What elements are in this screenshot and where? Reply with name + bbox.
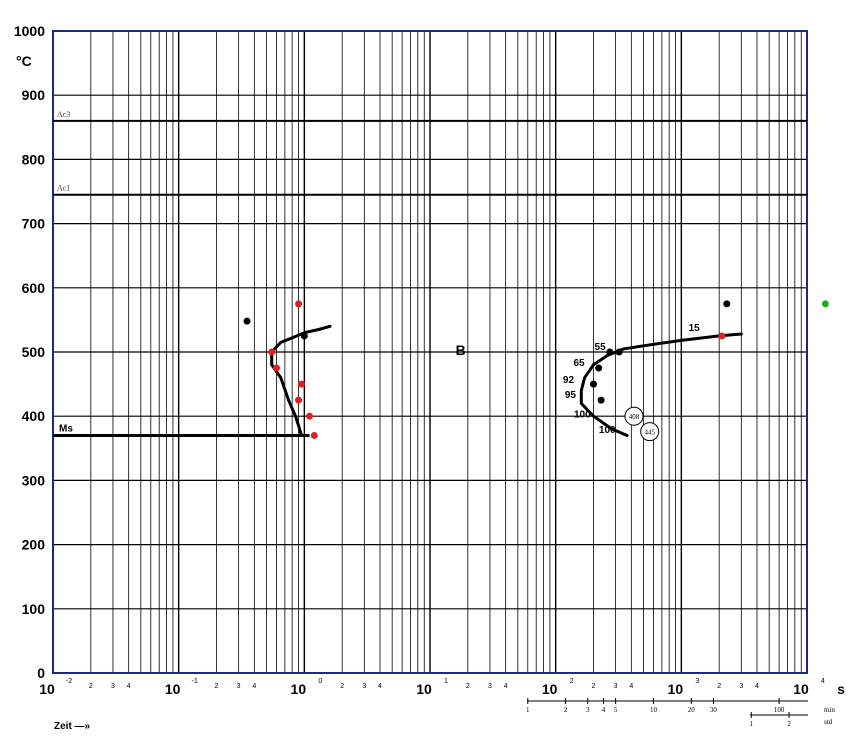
annotation-label: 92 <box>563 375 575 386</box>
y-tick-label: 100 <box>22 601 46 617</box>
x-tick-label-exponent: 4 <box>821 678 825 685</box>
hardness-circle <box>624 406 644 426</box>
annotation-label: 100 <box>599 425 616 436</box>
y-tick-label: 1000 <box>14 23 45 39</box>
data-point-black <box>589 380 597 388</box>
x-minor-tick-label: 3 <box>111 683 115 690</box>
x-tick-label-base: 10 <box>542 681 558 697</box>
y-tick-label: 500 <box>22 344 46 360</box>
data-point-black <box>595 364 603 372</box>
x-minor-tick-label: 3 <box>739 683 743 690</box>
std-scale-label: std <box>824 718 833 726</box>
data-point-red <box>295 300 303 308</box>
x-minor-tick-label: 2 <box>340 683 344 690</box>
x-minor-tick-label: 4 <box>755 683 759 690</box>
x-minor-tick-label: 2 <box>717 683 721 690</box>
min-scale-tick-label: 3 <box>586 706 590 714</box>
data-point-black <box>723 300 731 308</box>
min-scale-tick-label: 2 <box>564 706 568 714</box>
y-tick-label: 600 <box>22 280 46 296</box>
y-tick-label: 800 <box>22 151 46 167</box>
data-point-black <box>615 348 623 356</box>
x-tick-label-exponent: 2 <box>570 678 574 685</box>
hardness-circle <box>640 422 660 442</box>
x-tick-label-base: 10 <box>165 681 181 697</box>
data-point-black <box>243 317 251 325</box>
min-scale-tick-label: 1 <box>526 706 530 714</box>
x-tick-label-exponent: -1 <box>192 678 198 685</box>
min-scale-tick-label: 30 <box>710 706 718 714</box>
y-axis-unit: °C <box>16 53 32 69</box>
series-left-curve <box>270 324 332 437</box>
min-scale-tick-label: 10 <box>650 706 658 714</box>
x-minor-tick-label: 4 <box>378 683 382 690</box>
data-point-red <box>268 348 276 356</box>
min-scale-tick-label: 5 <box>614 706 618 714</box>
data-point-red <box>718 332 726 340</box>
annotation-label: 100 <box>574 409 591 420</box>
x-minor-tick-label: 4 <box>629 683 633 690</box>
x-tick-label-base: 10 <box>668 681 684 697</box>
x-minor-tick-label: 2 <box>215 683 219 690</box>
x-axis-unit: s <box>837 681 845 697</box>
std-scale-tick-label: 2 <box>787 720 791 728</box>
x-tick-label-base: 10 <box>793 681 809 697</box>
annotation-label: 55 <box>595 342 607 353</box>
min-scale-tick-label: 100 <box>774 706 785 714</box>
data-point-red <box>295 396 303 404</box>
plot-frame <box>52 30 808 674</box>
reference-label-ac3: Ac3 <box>57 110 70 119</box>
x-minor-tick-label: 2 <box>89 683 93 690</box>
x-tick-label-base: 10 <box>291 681 307 697</box>
hardness-value: 408 <box>629 413 640 421</box>
x-minor-tick-label: 3 <box>614 683 618 690</box>
series-B-curve <box>579 332 743 437</box>
std-scale-tick-label: 1 <box>749 720 753 728</box>
data-point-green <box>821 300 829 308</box>
x-tick-label-base: 10 <box>39 681 55 697</box>
ms-label: Ms <box>59 423 73 434</box>
data-point-black <box>597 396 605 404</box>
x-axis-label: Zeit —» <box>54 721 91 732</box>
y-tick-label: 700 <box>22 216 46 232</box>
annotation-label: 15 <box>689 323 701 334</box>
x-minor-tick-label: 2 <box>592 683 596 690</box>
data-point-black <box>300 332 308 340</box>
data-point-red <box>310 431 318 439</box>
annotation-label: 95 <box>565 390 577 401</box>
x-tick-label-base: 10 <box>416 681 432 697</box>
x-minor-tick-label: 3 <box>488 683 492 690</box>
min-scale-label: min <box>824 706 835 714</box>
annotation-label: 65 <box>574 358 586 369</box>
data-point-red <box>306 412 314 420</box>
y-tick-label: 400 <box>22 408 46 424</box>
data-point-red <box>272 364 280 372</box>
x-tick-label-exponent: -2 <box>66 678 72 685</box>
x-minor-tick-label: 3 <box>362 683 366 690</box>
x-tick-label-exponent: 3 <box>695 678 699 685</box>
x-minor-tick-label: 4 <box>504 683 508 690</box>
min-scale-tick-label: 20 <box>688 706 696 714</box>
y-tick-label: 300 <box>22 472 46 488</box>
reference-label-ac1: Ac1 <box>57 184 70 193</box>
data-point-red <box>298 380 306 388</box>
x-minor-tick-label: 3 <box>237 683 241 690</box>
hardness-value: 445 <box>644 429 655 437</box>
x-minor-tick-label: 4 <box>252 683 256 690</box>
data-point-black <box>606 348 614 356</box>
x-minor-tick-label: 4 <box>127 683 131 690</box>
y-tick-label: 900 <box>22 87 46 103</box>
y-tick-label: 200 <box>22 537 46 553</box>
x-tick-label-exponent: 0 <box>318 678 322 685</box>
y-tick-label: 0 <box>37 665 45 681</box>
x-minor-tick-label: 2 <box>466 683 470 690</box>
min-scale-tick-label: 4 <box>602 706 606 714</box>
x-tick-label-exponent: 1 <box>444 678 448 685</box>
region-label-b: B <box>456 342 466 358</box>
